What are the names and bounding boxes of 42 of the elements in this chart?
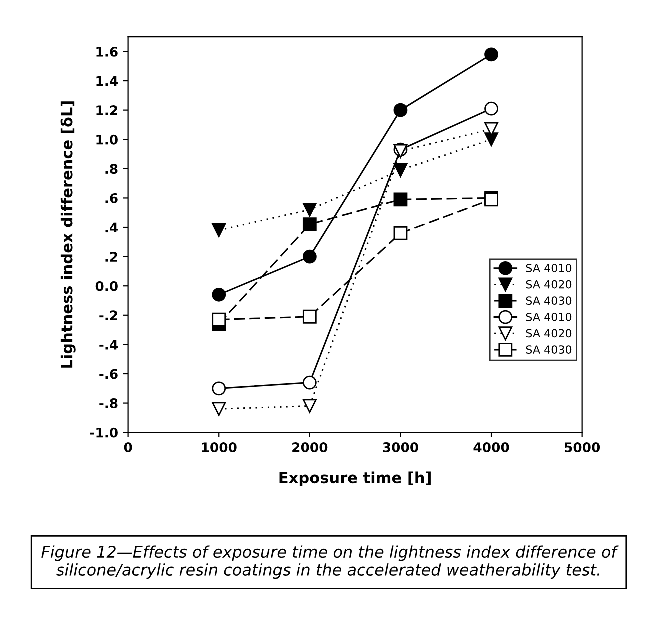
legend-label: SA 4030: [526, 296, 572, 306]
legend-label: SA 4010: [526, 312, 572, 322]
point: [302, 202, 317, 217]
legend-label: SA 4020: [526, 280, 572, 289]
y-tick-label: 1.6: [96, 46, 118, 57]
y-tick-label: 1.0: [96, 134, 118, 145]
y-tick-label: .8: [106, 164, 118, 174]
y-tick-label: -.2: [100, 310, 118, 320]
y-tick-label: .2: [106, 252, 118, 262]
point: [302, 218, 317, 232]
x-tick-label: 3000: [383, 442, 418, 453]
point: [484, 48, 498, 62]
point: [302, 310, 317, 324]
y-tick-label: -.4: [100, 340, 118, 350]
x-tick-label: 1000: [202, 442, 237, 453]
legend-label: SA 4030: [526, 346, 572, 354]
point: [212, 288, 226, 302]
x-tick-label: 4000: [474, 442, 510, 453]
point: [394, 192, 408, 207]
point: [394, 163, 408, 178]
point: [302, 250, 317, 264]
y-axis-title: Lightness index difference [δL]: [60, 102, 76, 368]
x-axis-title: Exposure time [h]: [280, 472, 431, 487]
point: [394, 103, 408, 118]
y-tick-label: .4: [106, 222, 118, 233]
y-tick-label: 1.2: [96, 106, 118, 116]
y-tick-label: -1.0: [90, 428, 118, 438]
y-tick-label: -.6: [100, 369, 118, 380]
legend-label: SA 4010: [526, 264, 572, 272]
x-tick-label: 2000: [292, 442, 328, 453]
y-tick-label: .6: [106, 193, 118, 204]
y-tick-label: 0.0: [96, 281, 118, 292]
y-tick-label: 1.4: [96, 76, 118, 86]
legend-label: SA 4020: [526, 329, 572, 338]
caption: Figure 12—Effects of exposure time on the lightness index difference of silicone/acrylic resin coatings in the accelerated weatherability test.: [42, 546, 619, 580]
x-tick-label: 5000: [564, 442, 600, 453]
point: [212, 312, 226, 327]
point: [212, 224, 226, 238]
y-tick-label: -.8: [100, 398, 118, 409]
point: [484, 132, 498, 147]
point: [394, 226, 408, 240]
x-tick-label: 0: [124, 442, 132, 453]
